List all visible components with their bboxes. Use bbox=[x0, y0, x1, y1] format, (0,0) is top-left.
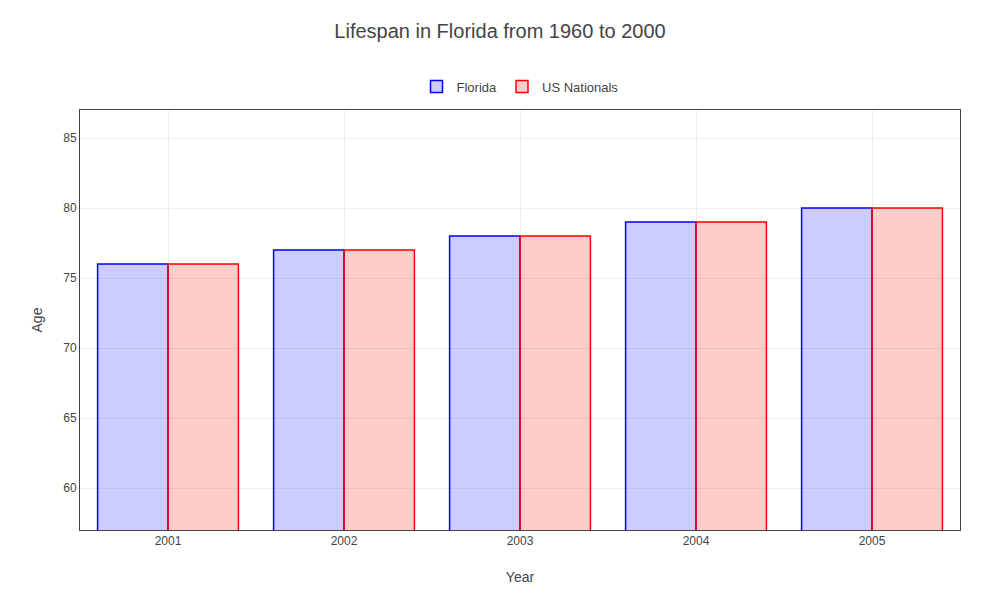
svg-text:2003: 2003 bbox=[507, 534, 534, 548]
svg-text:Year: Year bbox=[506, 569, 535, 585]
svg-text:US Nationals: US Nationals bbox=[542, 80, 618, 95]
svg-text:75: 75 bbox=[63, 271, 77, 285]
svg-text:2002: 2002 bbox=[331, 534, 358, 548]
svg-text:80: 80 bbox=[63, 201, 77, 215]
svg-text:2005: 2005 bbox=[859, 534, 886, 548]
svg-text:70: 70 bbox=[63, 341, 77, 355]
svg-text:65: 65 bbox=[63, 411, 77, 425]
svg-text:2004: 2004 bbox=[683, 534, 710, 548]
svg-text:85: 85 bbox=[63, 131, 77, 145]
svg-text:2001: 2001 bbox=[155, 534, 182, 548]
svg-text:Florida: Florida bbox=[457, 80, 498, 95]
svg-text:Age: Age bbox=[29, 307, 45, 332]
svg-text:60: 60 bbox=[63, 481, 77, 495]
svg-text:Lifespan in Florida from 1960: Lifespan in Florida from 1960 to 2000 bbox=[334, 20, 665, 42]
